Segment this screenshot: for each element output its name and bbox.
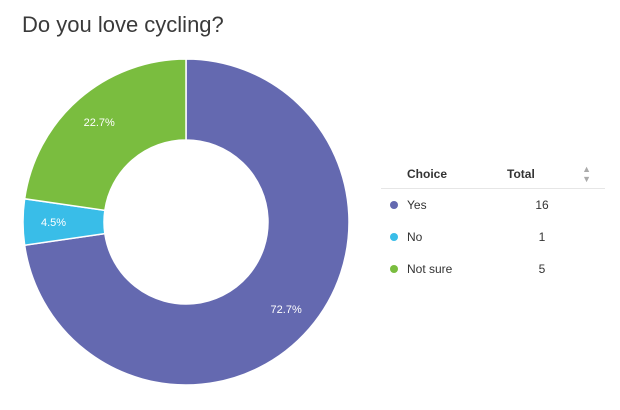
table-header: Choice Total ▲ ▼ — [381, 160, 605, 189]
choice-column-header[interactable]: Choice — [407, 167, 448, 181]
total-cell: 16 — [535, 198, 549, 212]
table-row: Yes 16 — [381, 189, 605, 221]
donut-slice-yes[interactable] — [23, 58, 350, 386]
choice-cell: Yes — [407, 198, 427, 212]
table-row: No 1 — [381, 221, 605, 253]
legend-dot — [390, 265, 398, 273]
total-column-header[interactable]: Total — [507, 167, 535, 181]
donut-slice-not-sure[interactable] — [23, 58, 187, 212]
results-table: Choice Total ▲ ▼ Yes 16 No 1 Not sure 5 — [381, 160, 605, 285]
legend-dot — [390, 201, 398, 209]
slice-percent-label: 4.5% — [41, 217, 66, 229]
total-cell: 5 — [538, 262, 546, 276]
total-cell: 1 — [538, 230, 546, 244]
legend-dot — [390, 233, 398, 241]
slice-percent-label: 22.7% — [84, 117, 115, 129]
choice-cell: Not sure — [407, 262, 453, 276]
choice-cell: No — [407, 230, 423, 244]
slice-percent-label: 72.7% — [271, 304, 302, 316]
page-title: Do you love cycling? — [22, 12, 224, 37]
table-row: Not sure 5 — [381, 253, 605, 285]
sort-arrows-icon[interactable]: ▲ ▼ — [582, 164, 591, 184]
